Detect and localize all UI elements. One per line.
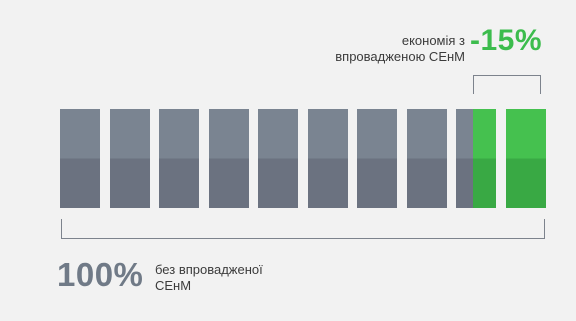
savings-label: економія з впровадженою СЕнМ [290,33,465,65]
savings-value: -15% [470,24,543,57]
bar-8 [406,109,447,208]
savings-label-line2: впровадженою СЕнМ [335,49,465,64]
savings-bracket [473,75,541,94]
bar-9-savings-part [472,109,496,208]
total-label: без впровадженої СЕнМ [155,262,263,294]
bar-3 [159,109,199,208]
bar-6 [307,109,348,208]
total-value: 100% [57,256,144,293]
total-label-line2: СЕнМ [155,278,192,293]
bar-7 [357,109,397,208]
bar-5 [258,109,298,208]
bar-1 [60,109,100,208]
savings-label-line1: економія з [401,33,465,48]
total-label-line1: без впровадженої [155,262,263,277]
total-bracket [61,219,545,239]
bar-4 [208,109,249,208]
bar-10-savings-part [505,109,546,208]
bar-2 [109,109,150,208]
